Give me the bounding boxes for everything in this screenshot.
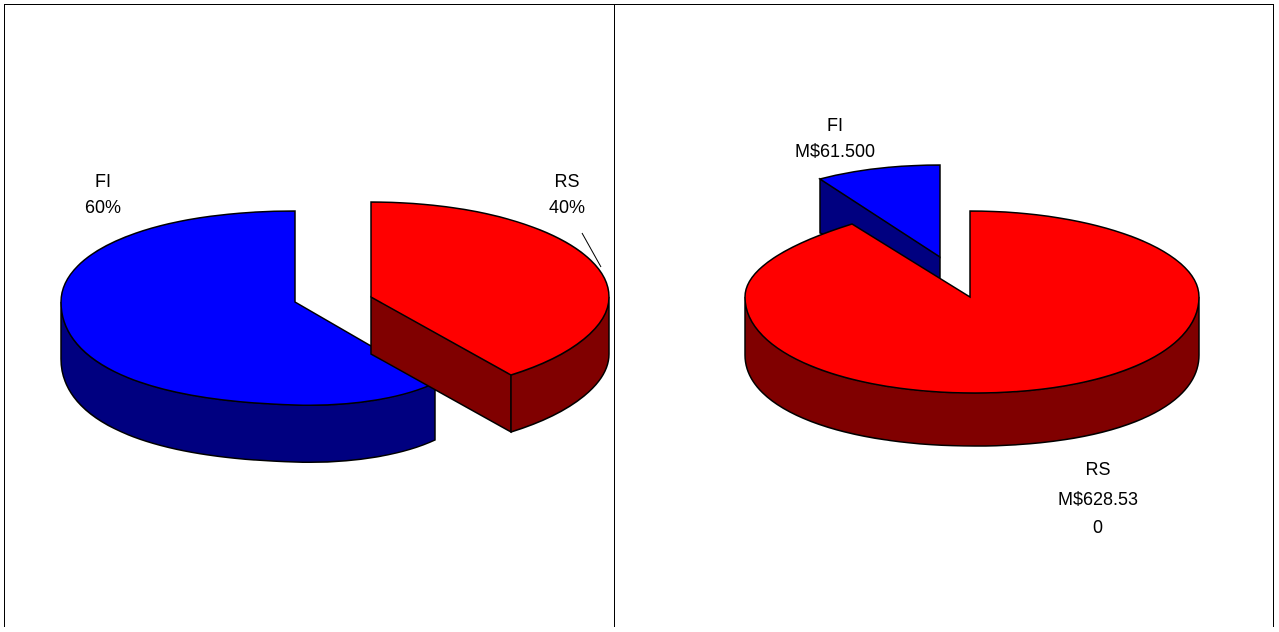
rs-label: RS (1085, 459, 1110, 479)
fi-label: FI (827, 115, 843, 135)
rs-label: RS (554, 171, 579, 191)
chart-frame (4, 4, 1274, 627)
right-pie-chart: FI M$61.500 RS M$628.53 0 (744, 115, 1200, 537)
left-chart-panel: FI 60% RS 40% (5, 5, 614, 627)
fi-slice-top (60, 210, 437, 407)
fi-slice-top (818, 164, 941, 259)
rs-value: 40% (549, 197, 585, 217)
rs-value-line-2: 0 (1093, 517, 1103, 537)
fi-value: M$61.500 (795, 141, 875, 161)
right-chart-panel: FI M$61.500 RS M$628.53 0 (615, 5, 1273, 627)
rs-value-line-1: M$628.53 (1058, 489, 1138, 509)
panel-divider (614, 4, 615, 627)
rs-leader-line (581, 232, 602, 268)
fi-value: 60% (85, 197, 121, 217)
rs-slice-top (744, 210, 1200, 394)
rs-slice-top (370, 201, 610, 376)
left-pie-chart: FI 60% RS 40% (60, 171, 610, 464)
fi-label: FI (95, 171, 111, 191)
